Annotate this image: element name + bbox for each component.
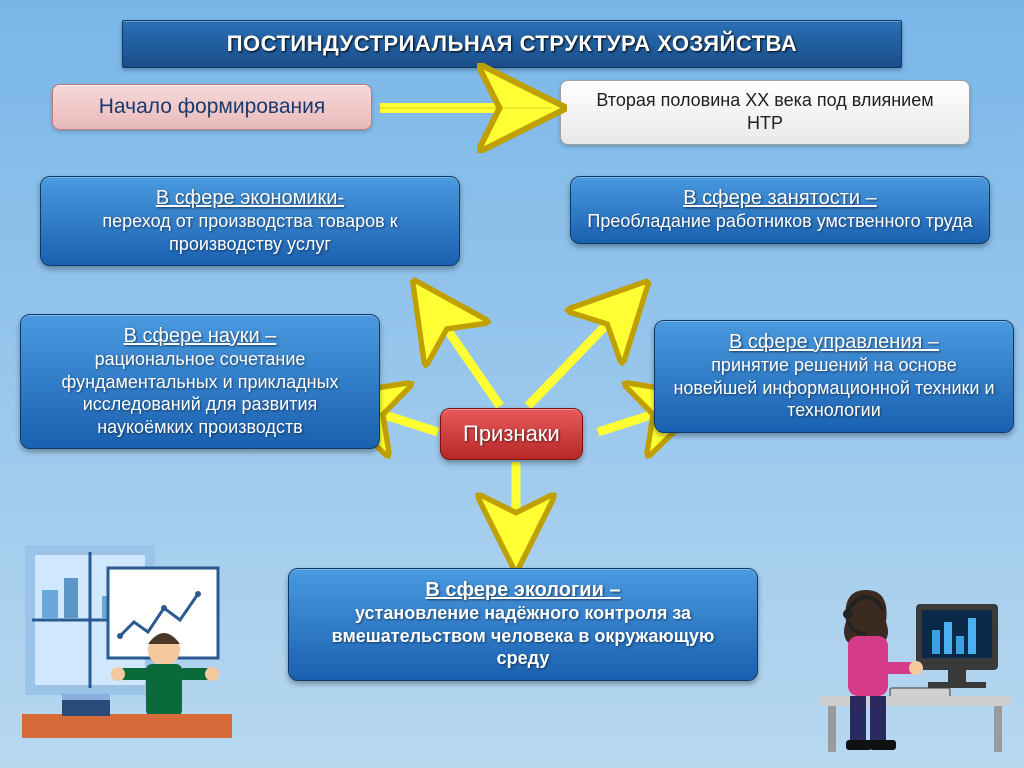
employment-body: Преобладание работников умственного труд… [585, 210, 975, 233]
ecology-body: установление надёжного контроля за вмеша… [303, 602, 743, 670]
box-employment: В сфере занятости – Преобладание работни… [570, 176, 990, 244]
economy-body: переход от производства товаров к произв… [55, 210, 445, 255]
box-management: В сфере управления – принятие решений на… [654, 320, 1014, 433]
box-ecology: В сфере экологии – установление надёжног… [288, 568, 758, 681]
formation-period-box: Вторая половина XX века под влиянием НТР [560, 80, 970, 145]
science-title: В сфере науки – [35, 325, 365, 348]
employment-title: В сфере занятости – [585, 187, 975, 210]
operator-illustration-icon [820, 570, 1010, 760]
arrow-to-employment [528, 290, 640, 406]
management-body: принятие решений на основе новейшей инфо… [669, 354, 999, 422]
science-body: рациональное сочетание фундаментальных и… [35, 348, 365, 438]
management-title: В сфере управления – [669, 331, 999, 354]
hub-box: Признаки [440, 408, 583, 460]
ecology-title: В сфере экологии – [303, 579, 743, 602]
formation-label: Начало формирования [99, 95, 325, 118]
presenter-illustration-icon [22, 540, 232, 740]
page-title: ПОСТИНДУСТРИАЛЬНАЯ СТРУКТУРА ХОЗЯЙСТВА [122, 20, 902, 68]
economy-title: В сфере экономики- [55, 187, 445, 210]
box-science: В сфере науки – рациональное сочетание ф… [20, 314, 380, 449]
hub-label: Признаки [463, 421, 560, 446]
formation-label-box: Начало формирования [52, 84, 372, 130]
box-economy: В сфере экономики- переход от производст… [40, 176, 460, 266]
formation-period: Вторая половина XX века под влиянием НТР [596, 90, 933, 133]
arrow-to-economy [420, 290, 500, 406]
